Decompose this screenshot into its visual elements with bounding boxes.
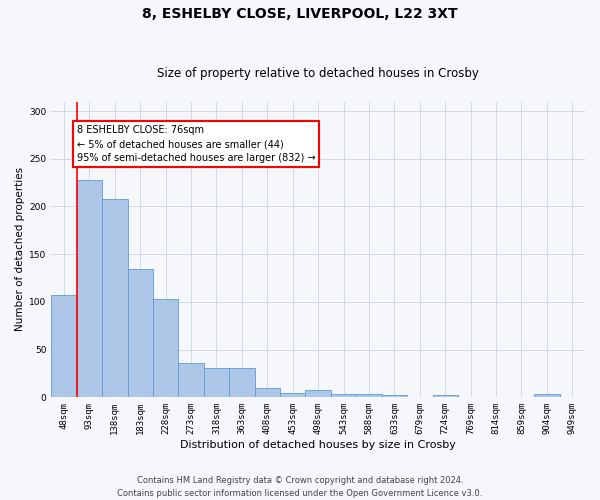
Bar bbox=[51, 295, 77, 398]
Bar bbox=[229, 368, 254, 398]
Text: 8 ESHELBY CLOSE: 76sqm
← 5% of detached houses are smaller (44)
95% of semi-deta: 8 ESHELBY CLOSE: 76sqm ← 5% of detached … bbox=[77, 126, 316, 164]
Bar bbox=[280, 392, 305, 398]
Bar bbox=[433, 396, 458, 398]
Bar bbox=[254, 388, 280, 398]
Text: Contains HM Land Registry data © Crown copyright and database right 2024.
Contai: Contains HM Land Registry data © Crown c… bbox=[118, 476, 482, 498]
Bar bbox=[128, 268, 153, 398]
Bar bbox=[153, 299, 178, 398]
Bar bbox=[102, 199, 128, 398]
Text: 8, ESHELBY CLOSE, LIVERPOOL, L22 3XT: 8, ESHELBY CLOSE, LIVERPOOL, L22 3XT bbox=[142, 8, 458, 22]
Bar bbox=[204, 368, 229, 398]
Bar bbox=[356, 394, 382, 398]
Title: Size of property relative to detached houses in Crosby: Size of property relative to detached ho… bbox=[157, 66, 479, 80]
Bar bbox=[77, 180, 102, 398]
Bar bbox=[534, 394, 560, 398]
Bar bbox=[331, 394, 356, 398]
Y-axis label: Number of detached properties: Number of detached properties bbox=[15, 168, 25, 332]
Bar bbox=[178, 363, 204, 398]
Bar bbox=[382, 396, 407, 398]
Bar bbox=[305, 390, 331, 398]
X-axis label: Distribution of detached houses by size in Crosby: Distribution of detached houses by size … bbox=[180, 440, 456, 450]
